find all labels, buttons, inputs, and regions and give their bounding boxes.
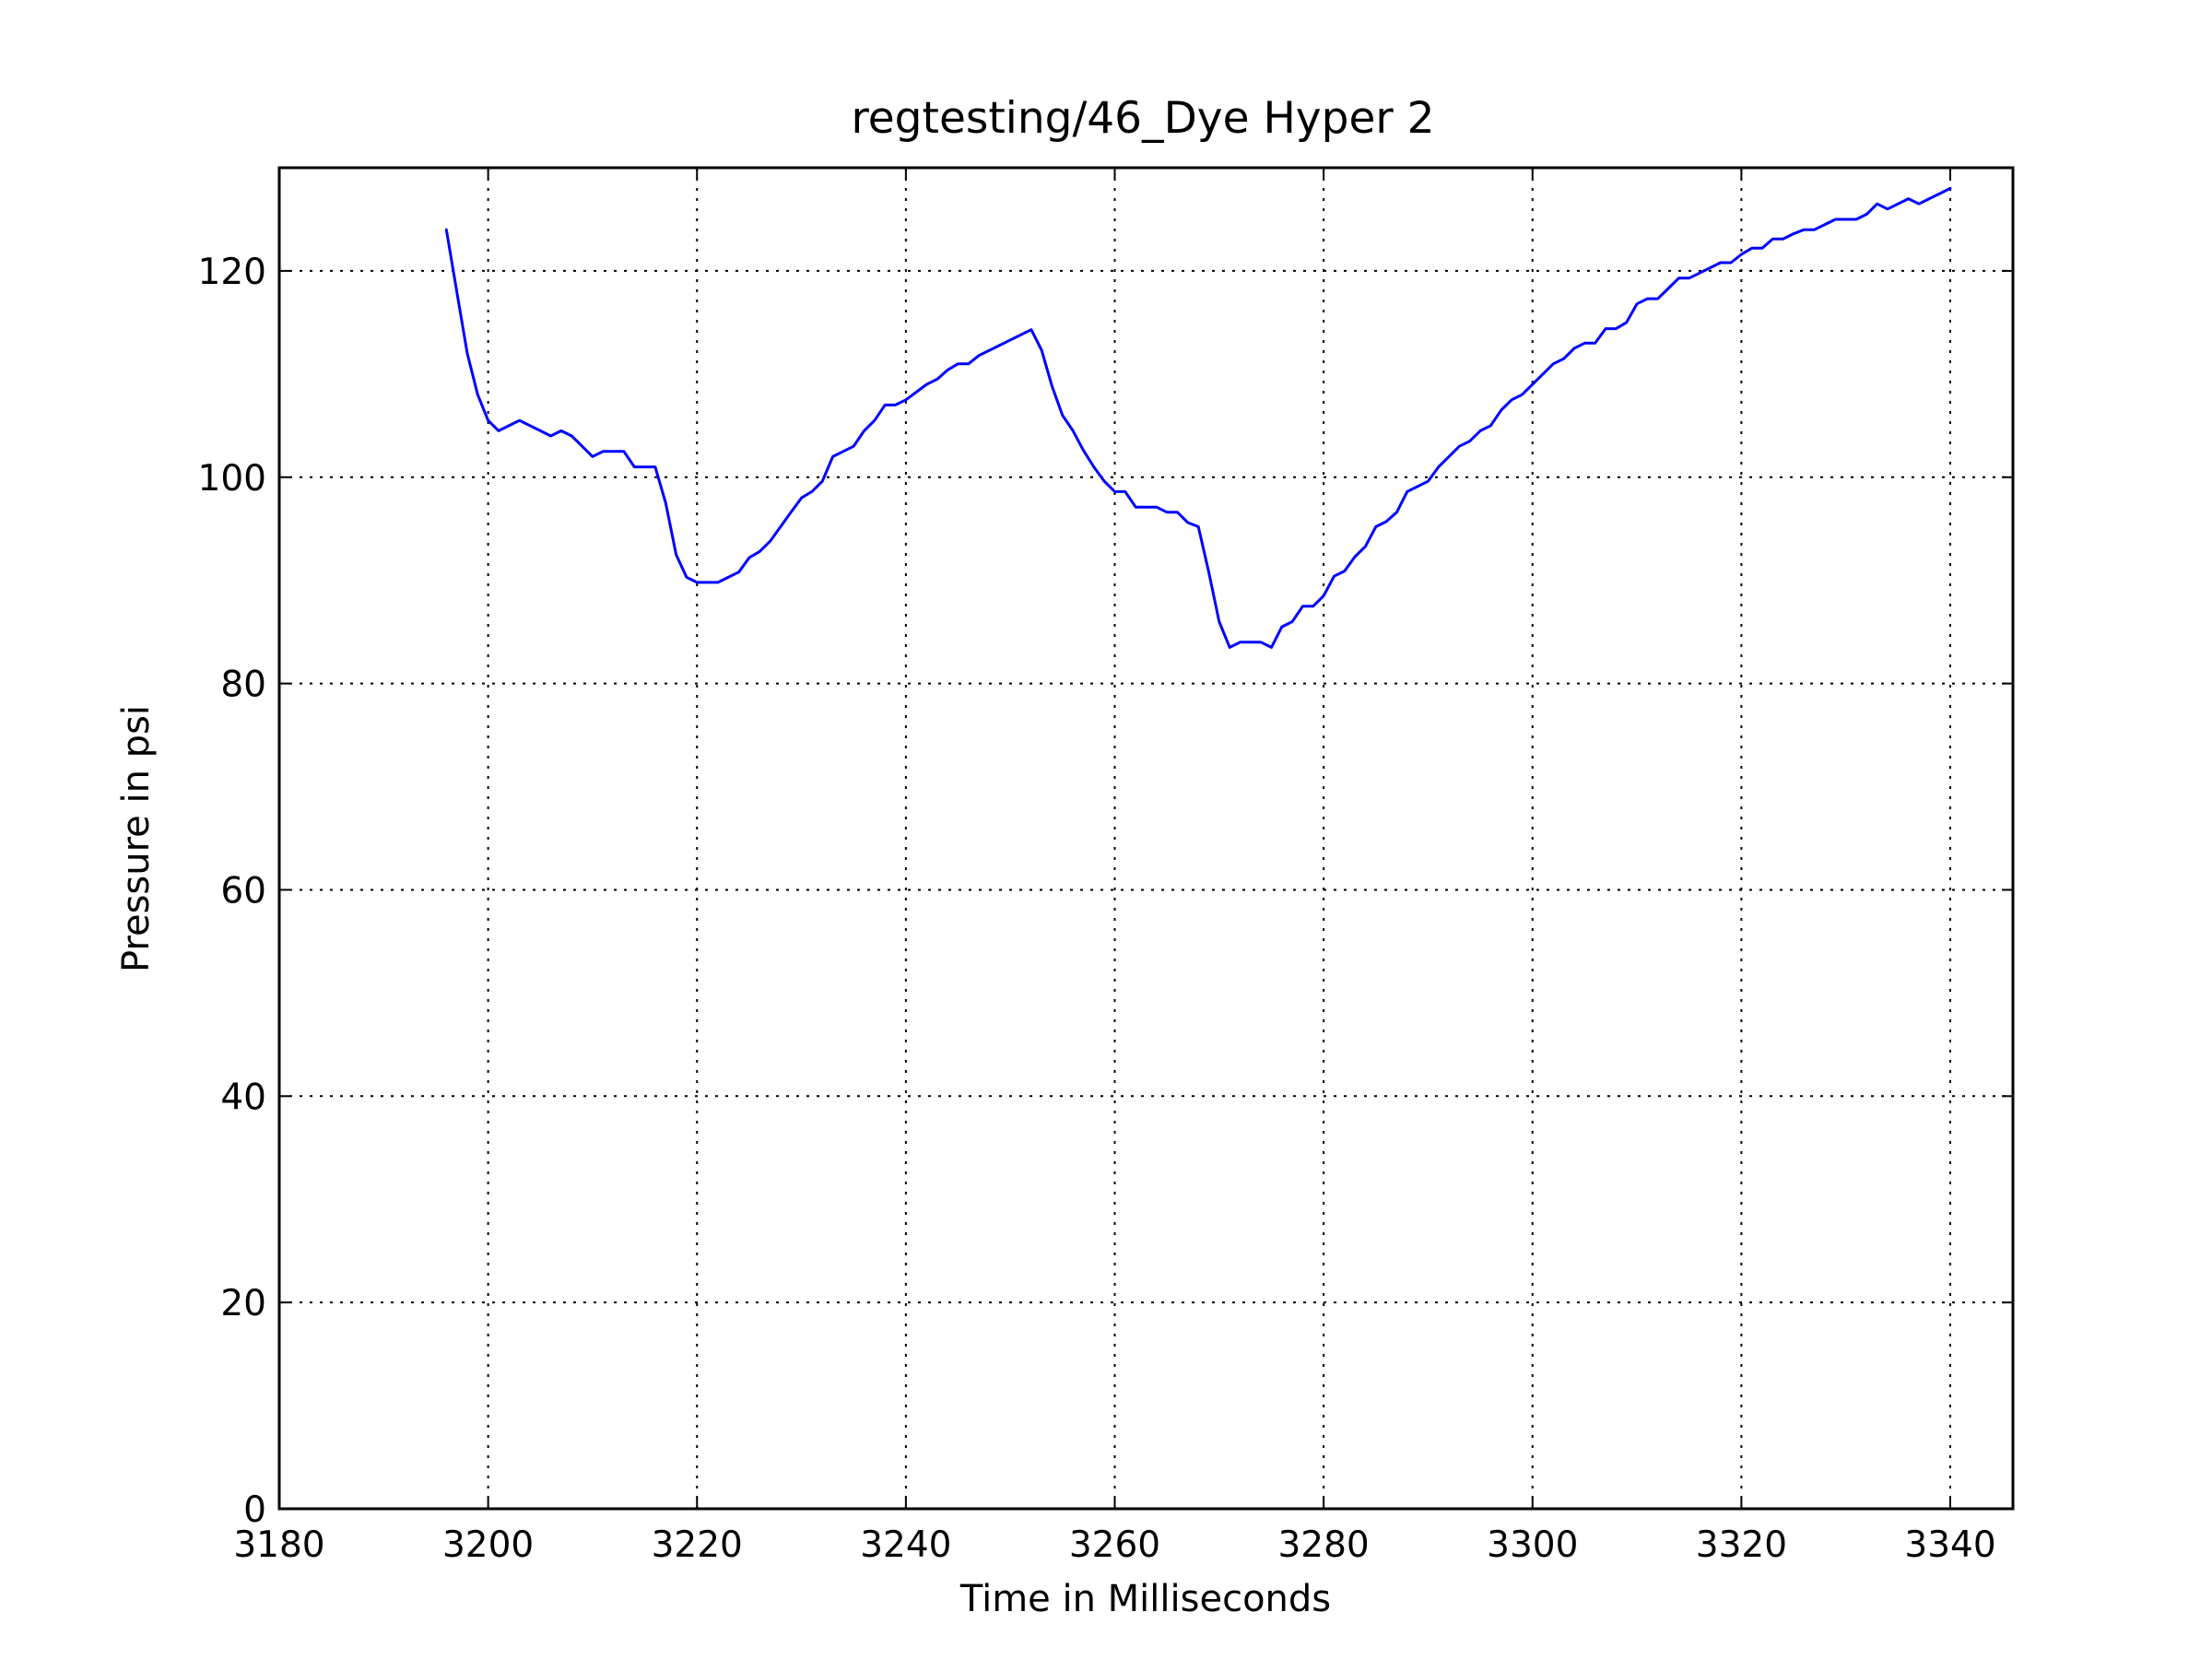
x-tick-label: 3180 [233,1524,324,1566]
y-axis-label: Pressure in psi [115,705,158,972]
y-tick-label: 100 [198,458,266,500]
x-tick-label: 3320 [1696,1524,1787,1566]
x-tick-label: 3220 [652,1524,743,1566]
series-layer [444,186,1952,649]
x-tick-label: 3340 [1904,1524,1995,1566]
x-tick-label: 3300 [1487,1524,1578,1566]
x-axis-label: Time in Milliseconds [959,1578,1331,1620]
plot-frame [277,166,2015,1511]
y-tick-label: 60 [220,870,266,912]
ticks [278,168,2013,1510]
grid [279,168,2013,1509]
y-tick-label: 40 [220,1077,266,1118]
chart-title: regtesting/46_Dye Hyper 2 [851,93,1434,144]
x-tick-label: 3240 [860,1524,951,1566]
y-tick-label: 80 [220,665,266,706]
x-tick-label: 3280 [1277,1524,1369,1566]
x-tick-label: 3260 [1069,1524,1160,1566]
x-tick-label: 3200 [442,1524,534,1566]
y-tick-label: 120 [198,252,266,293]
series-line-0 [444,186,1952,649]
y-tick-label: 0 [243,1489,266,1531]
tick-labels: 3180 3200 3220 3240 3260 3280 3300 3320 3340 0 20 4… [198,252,1996,1566]
y-tick-label: 20 [220,1283,266,1324]
